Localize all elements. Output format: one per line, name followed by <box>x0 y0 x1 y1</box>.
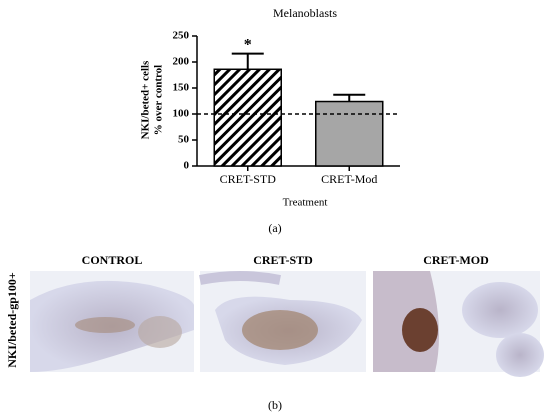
y-axis-label: NKI/beted+ cells <box>140 60 152 139</box>
micrograph <box>30 271 194 372</box>
y-tick-label: 250 <box>173 30 190 42</box>
x-tick-label: CRET-STD <box>220 172 277 186</box>
y-tick-label: 150 <box>173 82 190 94</box>
panel-label: (a) <box>268 221 281 235</box>
y-tick-label: 200 <box>173 56 190 68</box>
y-axis-label: % over control <box>153 65 165 135</box>
y-tick-label: 0 <box>184 160 190 172</box>
panel-header: CONTROL <box>82 253 143 267</box>
panel-header: CRET-STD <box>253 253 313 267</box>
micrograph <box>199 271 366 372</box>
bar <box>315 100 384 167</box>
bar <box>213 68 282 167</box>
panel-header: CRET-MOD <box>423 253 489 267</box>
chart-title: Melanoblasts <box>273 6 337 20</box>
y-tick-label: 50 <box>178 134 190 146</box>
panel-label: (b) <box>268 398 282 412</box>
x-tick-label: CRET-Mod <box>321 172 377 186</box>
annotation: * <box>244 36 252 53</box>
y-tick-label: 100 <box>173 108 190 120</box>
x-axis-label: Treatment <box>283 197 328 209</box>
micrograph <box>373 271 544 377</box>
side-label: NKI/beted-gp100+ <box>5 272 19 368</box>
